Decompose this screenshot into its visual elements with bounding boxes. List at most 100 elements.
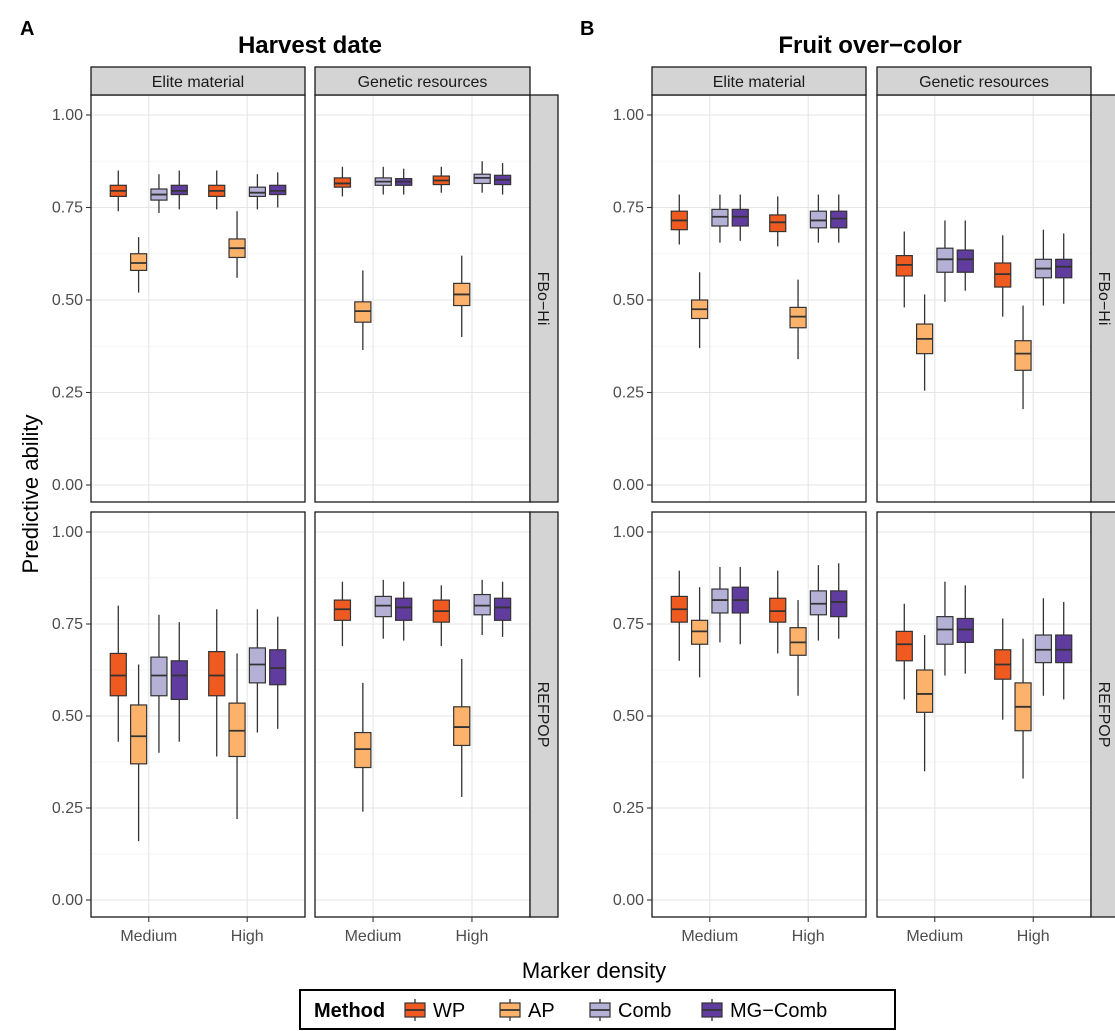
legend-label-comb: Comb: [618, 1000, 671, 1022]
x-axis-title: Marker density: [522, 958, 666, 983]
legend-item-comb: Comb: [589, 999, 671, 1022]
row-strip-label: FBo−Hi: [1095, 272, 1112, 326]
box-body: [956, 249, 974, 273]
row-strip: [1090, 94, 1115, 503]
panel-fruit-over-color-elite-material-fbo-hi: 0.00 0.25 0.50 0.75 1.00 Elite material: [613, 66, 867, 503]
box-body: [1055, 634, 1073, 664]
box-body: [789, 627, 807, 656]
panel-fruit-over-color-genetic-resources-fbo-hi: Genetic resources FBo−Hi: [876, 66, 1115, 503]
panel-harvest-date-genetic-resources-fbo-hi: Genetic resources FBo−Hi: [314, 66, 559, 503]
box-wp-high: [994, 618, 1012, 720]
y-tick-label: 1.00: [52, 107, 83, 124]
box-ap-medium: [129, 664, 148, 842]
x-tick-label: Medium: [906, 928, 963, 945]
box-comb-high: [473, 161, 491, 193]
box-body: [493, 597, 512, 621]
box-wp-medium: [895, 603, 913, 700]
y-tick-label: 0.75: [613, 200, 644, 217]
column-strip: [90, 66, 306, 96]
box-comb-medium: [711, 194, 729, 243]
row-strip: [1090, 511, 1115, 918]
x-tick-label: Medium: [345, 928, 402, 945]
box-ap-medium: [354, 682, 372, 812]
box-ap-high: [453, 255, 471, 337]
panel-tag-b: B: [580, 18, 594, 40]
box-mg-comb-medium: [956, 220, 974, 291]
box-wp-medium: [670, 194, 688, 245]
panel-border: [651, 511, 867, 918]
y-tick-label: 0.75: [52, 616, 83, 633]
panel-fruit-over-color-elite-material-refpop: 0.00 0.25 0.50 0.75 1.00 Medium High: [613, 511, 867, 945]
box-ap-medium: [690, 272, 709, 349]
box-body: [150, 656, 168, 697]
y-tick-label: 0.25: [52, 800, 83, 817]
row-strip-label: REFPOP: [1095, 682, 1112, 748]
x-tick-label: High: [231, 928, 264, 945]
box-ap-medium: [915, 635, 934, 772]
box-comb-medium: [936, 581, 954, 676]
box-body: [170, 660, 188, 701]
title-harvest-date: Harvest date: [238, 32, 382, 59]
column-strip: [314, 66, 531, 96]
y-tick-label: 0.00: [613, 477, 644, 494]
box-mg-comb-high: [269, 172, 287, 208]
box-ap-medium: [354, 270, 372, 350]
box-body: [769, 597, 787, 623]
box-ap-high: [1014, 638, 1032, 779]
box-mg-comb-medium: [956, 585, 974, 674]
x-tick-label: Medium: [120, 928, 177, 945]
box-mg-comb-medium: [395, 581, 413, 641]
box-ap-medium: [129, 237, 148, 293]
box-body: [170, 184, 188, 196]
box-comb-medium: [374, 166, 392, 195]
box-mg-comb-high: [830, 563, 848, 639]
box-ap-medium: [690, 587, 709, 678]
y-tick-label: 1.00: [613, 107, 644, 124]
x-tick-label: Medium: [681, 928, 738, 945]
box-wp-high: [208, 609, 226, 757]
box-comb-high: [809, 565, 828, 641]
panel-fruit-over-color-genetic-resources-refpop: Medium High REFPOP: [876, 511, 1115, 945]
legend-label-mg-comb: MG−Comb: [730, 1000, 827, 1022]
legend-label-wp: WP: [433, 1000, 465, 1022]
panel-background: [652, 95, 866, 502]
box-wp-medium: [109, 170, 127, 212]
box-wp-medium: [109, 605, 127, 742]
box-body: [830, 590, 848, 618]
box-body: [354, 301, 372, 323]
box-body: [830, 210, 848, 229]
box-body: [809, 210, 828, 229]
panel-background: [315, 95, 530, 502]
panel-background: [877, 95, 1091, 502]
box-body: [453, 706, 471, 747]
row-strip: [529, 511, 559, 918]
box-wp-medium: [333, 166, 352, 197]
box-ap-high: [789, 279, 807, 360]
box-mg-comb-high: [493, 163, 512, 195]
box-body: [690, 619, 709, 645]
box-ap-high: [228, 211, 246, 278]
panel-background: [91, 512, 305, 917]
panel-harvest-date-elite-material-fbo-hi: 0.00 0.25 0.50 0.75 1.00 Elite material: [52, 66, 306, 503]
column-strip: [651, 66, 867, 96]
box-wp-medium: [333, 581, 352, 647]
legend-item-mg-comb: MG−Comb: [701, 999, 827, 1022]
legend-item-wp: WP: [404, 999, 465, 1022]
box-wp-high: [994, 235, 1012, 317]
legend-label-ap: AP: [528, 1000, 555, 1022]
box-body: [711, 588, 729, 614]
box-mg-comb-high: [1055, 233, 1073, 304]
column-strip: [876, 66, 1092, 96]
y-tick-label: 1.00: [613, 524, 644, 541]
panel-background: [91, 95, 305, 502]
box-ap-high: [1014, 305, 1032, 410]
box-body: [809, 590, 828, 616]
box-body: [374, 595, 392, 618]
box-mg-comb-medium: [170, 622, 188, 742]
box-body: [1055, 258, 1073, 279]
box-mg-comb-high: [269, 616, 287, 729]
column-strip-label: Elite material: [713, 74, 805, 91]
box-body: [129, 253, 148, 271]
box-body: [994, 262, 1012, 288]
